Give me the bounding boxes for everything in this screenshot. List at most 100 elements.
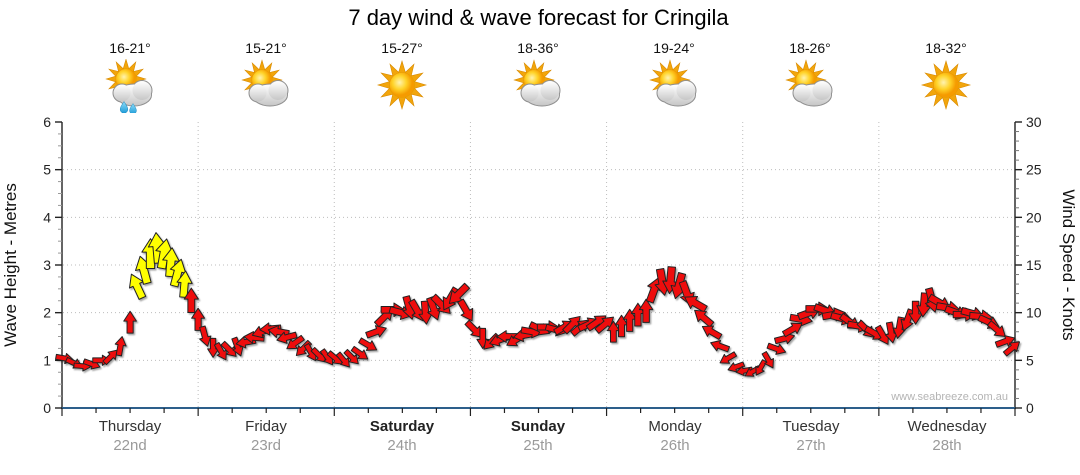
temp-range: 19-24° — [653, 40, 695, 56]
wind-arrow — [1002, 341, 1021, 357]
wind-arrow — [781, 322, 803, 338]
page-title: 7 day wind & wave forecast for Cringila — [348, 5, 729, 30]
knot-tick-label: 20 — [1026, 209, 1042, 225]
left-axis-title: Wave Height - Metres — [1, 183, 20, 347]
knot-tick-label: 5 — [1026, 352, 1034, 368]
xaxis-day-saturday: Saturday 24th — [334, 418, 470, 454]
date-label: 27th — [796, 437, 826, 454]
wind-arrow — [916, 292, 932, 318]
wind-arrow — [213, 341, 227, 361]
day-label: Saturday — [369, 418, 435, 435]
day-header-sunday: 18-36° — [473, 40, 603, 113]
day-label: Tuesday — [782, 418, 840, 435]
xaxis-day-tuesday: Tuesday 27th — [743, 418, 879, 454]
right-axis-title: Wind Speed - Knots — [1059, 189, 1078, 340]
wind-arrow — [343, 348, 359, 365]
day-header-saturday: 15-27° — [337, 40, 467, 113]
wind-arrow — [710, 339, 731, 353]
date-label: 25th — [523, 437, 553, 454]
knot-tick-label: 30 — [1026, 114, 1042, 130]
wind-arrow-series — [55, 232, 1021, 377]
wind-arrow — [614, 314, 629, 338]
day-label: Thursday — [98, 418, 162, 435]
sun-cloud-rain-icon — [105, 58, 153, 115]
temp-range: 18-26° — [789, 40, 831, 56]
wind-arrow — [199, 325, 212, 347]
date-label: 28th — [932, 437, 962, 454]
wind-arrow — [286, 334, 305, 350]
knot-tick-label: 25 — [1026, 162, 1042, 178]
day-label: Monday — [648, 418, 702, 435]
wind-arrow — [231, 336, 244, 357]
wind-arrow — [594, 316, 615, 334]
day-label: Sunday — [510, 418, 566, 435]
sun-cloud-icon — [785, 59, 833, 107]
wind-arrow — [606, 320, 620, 343]
wind-arrow — [994, 335, 1016, 348]
xaxis-day-sunday: Sunday 25th — [470, 418, 606, 454]
xaxis-day-monday: Monday 26th — [607, 418, 743, 454]
day-header-thursday: 16-21° — [65, 40, 195, 115]
wind-arrow — [622, 308, 637, 332]
wind-arrow — [727, 361, 746, 373]
sun-cloud-rain-icon — [104, 58, 156, 115]
temp-range: 18-32° — [925, 40, 967, 56]
temp-range: 15-27° — [381, 40, 423, 56]
date-label: 23rd — [250, 437, 282, 454]
wind-arrow — [169, 258, 187, 288]
sun-icon — [376, 59, 428, 111]
date-label: 22nd — [113, 437, 147, 454]
day-label: Friday — [245, 418, 287, 435]
sun-cloud-icon — [512, 59, 564, 113]
date-label: 26th — [660, 437, 690, 454]
wind-arrow — [496, 330, 518, 343]
sun-icon — [920, 59, 972, 111]
wind-arrow — [358, 337, 378, 351]
temp-range: 18-36° — [517, 40, 559, 56]
wave-tick-label: 0 — [43, 400, 51, 416]
wind-arrow — [684, 295, 708, 313]
sun-cloud-icon — [241, 59, 289, 107]
wind-arrow — [114, 336, 127, 357]
wind-arrow — [457, 298, 474, 322]
wind-arrow — [350, 345, 369, 360]
sun-cloud-icon — [240, 59, 292, 113]
wind-arrow — [448, 282, 471, 304]
wave-tick-label: 6 — [43, 114, 51, 130]
wave-tick-label: 2 — [43, 305, 51, 321]
sun-cloud-icon — [649, 59, 697, 107]
sun-cloud-icon — [513, 59, 561, 107]
wind-arrow — [761, 350, 774, 369]
wind-arrow — [719, 351, 738, 364]
wind-arrow — [276, 331, 298, 344]
knot-tick-label: 10 — [1026, 305, 1042, 321]
wind-arrow — [884, 321, 898, 344]
wind-arrow — [766, 342, 787, 355]
knot-tick-label: 0 — [1026, 400, 1034, 416]
wind-arrow — [464, 319, 483, 338]
sun-cloud-icon — [648, 59, 700, 113]
watermark: www.seabreeze.com.au — [891, 391, 1008, 403]
sun-icon — [376, 59, 428, 113]
day-header-monday: 19-24° — [609, 40, 739, 113]
wind-arrow — [183, 287, 199, 314]
temp-range: 16-21° — [109, 40, 151, 56]
wave-tick-label: 3 — [43, 257, 51, 273]
wind-arrow — [694, 309, 715, 328]
wind-arrow — [426, 296, 441, 321]
sun-icon — [920, 59, 972, 113]
day-header-friday: 15-21° — [201, 40, 331, 113]
wind-arrow — [638, 298, 654, 323]
day-header-wednesday: 18-32° — [881, 40, 1011, 113]
wind-arrow — [123, 310, 137, 334]
wave-tick-label: 5 — [43, 162, 51, 178]
wind-arrow — [128, 273, 147, 300]
xaxis-day-thursday: Thursday 22nd — [62, 418, 198, 454]
wind-arrow — [986, 320, 1006, 338]
temp-range: 15-21° — [245, 40, 287, 56]
day-header-tuesday: 18-26° — [745, 40, 875, 113]
knot-tick-label: 15 — [1026, 257, 1042, 273]
